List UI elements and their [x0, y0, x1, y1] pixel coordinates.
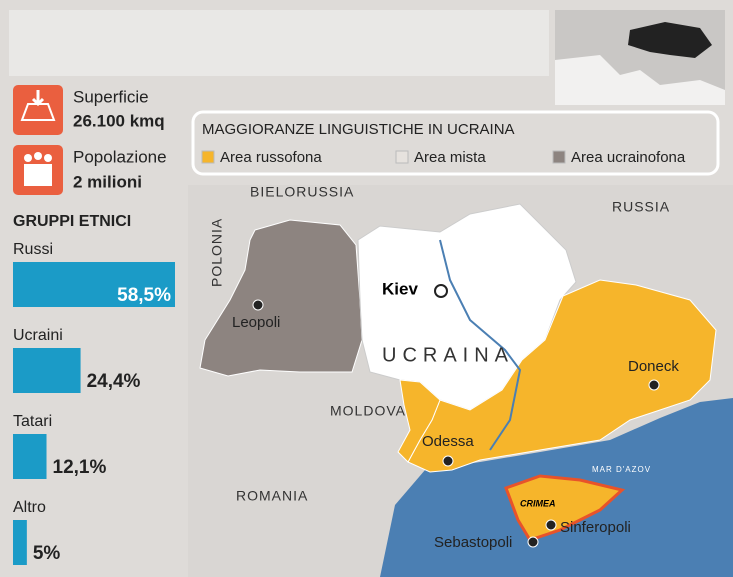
bar-chart: Russi 58,5% Ucraini 24,4% Tatari 12,1% Altro 5%: [13, 241, 175, 565]
region-russophone: [407, 279, 717, 473]
population-icon: [13, 145, 63, 195]
city-label: Odessa: [422, 433, 474, 450]
crimea: [504, 474, 626, 542]
bar: [13, 434, 47, 479]
category-label: Russi: [13, 241, 53, 258]
legend-label: Area mista: [414, 149, 486, 166]
legend-swatch: [552, 150, 566, 164]
city-label: Sinferopoli: [560, 519, 631, 536]
legend-label: Area ucrainofona: [571, 149, 686, 166]
bar: [13, 348, 81, 393]
chart-title: GRUPPI ETNICI: [13, 213, 131, 230]
value-label: 5%: [33, 543, 61, 564]
value-label: 24,4%: [87, 371, 141, 392]
category-label: Altro: [13, 499, 46, 516]
city-label: Kiev: [382, 279, 418, 298]
region-russophone-west: [397, 379, 441, 463]
header-box: [9, 10, 549, 76]
value-label: 12,1%: [53, 457, 107, 478]
map: [188, 185, 733, 577]
mini-map: [555, 10, 725, 105]
area-icon: [13, 85, 63, 135]
legend: Area russofona Area mista Area ucrainofona: [201, 149, 686, 166]
country-label: UCRAINA: [382, 344, 514, 366]
country-label: POLONIA: [209, 218, 225, 287]
area-value: 26.100 kmq: [73, 111, 165, 130]
bar: [13, 520, 27, 565]
country-label: ROMANIA: [236, 488, 308, 504]
bar: [13, 262, 175, 307]
legend-box: [191, 110, 720, 176]
country-label: RUSSIA: [612, 199, 670, 215]
legend-swatch: [395, 150, 409, 164]
city-label: Sebastopoli: [434, 534, 512, 551]
population-value: 2 milioni: [73, 172, 142, 191]
country-label: BIELORUSSIA: [250, 184, 354, 200]
legend-title: MAGGIORANZE LINGUISTICHE IN UCRAINA: [202, 121, 515, 138]
city-label: Doneck: [628, 358, 679, 375]
region-ukrainophone: [199, 219, 363, 377]
category-label: Ucraini: [13, 327, 63, 344]
value-label: 58,5%: [117, 285, 171, 306]
region-label: CRIMEA: [520, 498, 556, 508]
country-label: MOLDOVA: [330, 403, 406, 419]
category-label: Tatari: [13, 413, 52, 430]
river: [439, 239, 522, 451]
sea-label: MAR D'AZOV: [592, 465, 651, 474]
legend-swatch: [201, 150, 215, 164]
population-label: Popolazione: [73, 147, 167, 166]
city-label: Leopoli: [232, 314, 280, 331]
area-label: Superficie: [73, 87, 149, 106]
legend-label: Area russofona: [220, 149, 322, 166]
